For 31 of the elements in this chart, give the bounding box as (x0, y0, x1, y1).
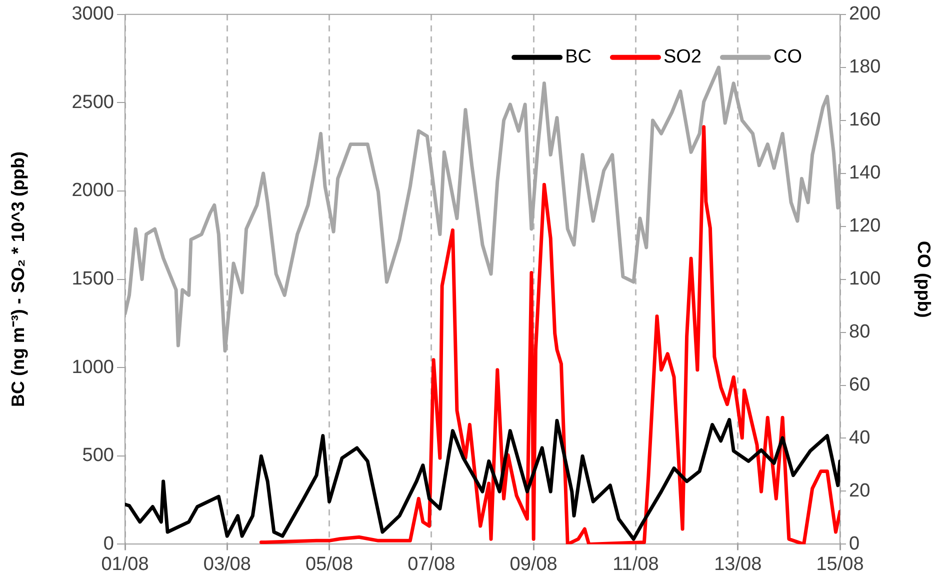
x-tick-label: 03/08 (203, 554, 251, 575)
y-tick-label: 1000 (72, 356, 114, 378)
y2-tick-label: 140 (849, 162, 881, 184)
y2-tick-label: 60 (849, 374, 870, 396)
y-tick-label: 3000 (72, 4, 114, 25)
legend-label: BC (565, 46, 592, 68)
x-tick-label: 11/08 (612, 554, 659, 575)
y2-tick-label: 120 (849, 216, 881, 237)
y2-tick-label: 0 (849, 533, 860, 554)
y2-tick-label: 80 (849, 322, 870, 343)
y-tick-label: 2000 (72, 180, 114, 202)
y-tick-label: 500 (82, 445, 114, 466)
y-tick-label: 1500 (72, 268, 114, 290)
y2-tick-label: 200 (849, 4, 881, 25)
x-tick-label: 15/08 (816, 554, 864, 575)
x-tick-label: 13/08 (714, 554, 762, 575)
y2-tick-label: 20 (849, 480, 870, 502)
y2-tick-label: 40 (849, 427, 870, 448)
x-tick-label: 07/08 (408, 554, 456, 575)
y2-axis-title: CO (ppb) (914, 240, 934, 318)
legend-label: CO (774, 46, 802, 68)
y-axis-title: BC (ng m⁻³) - SO₂ * 10^3 (ppb) (8, 152, 28, 408)
legend-label: SO2 (663, 46, 702, 68)
x-tick-label: 05/08 (306, 554, 354, 575)
y2-tick-label: 160 (849, 110, 881, 131)
y2-tick-label: 180 (849, 56, 881, 78)
y-tick-label: 0 (103, 533, 114, 554)
y-tick-label: 2500 (72, 92, 114, 113)
y2-tick-label: 100 (849, 268, 881, 290)
x-tick-label: 01/08 (101, 554, 149, 575)
x-tick-label: 09/08 (510, 554, 558, 575)
